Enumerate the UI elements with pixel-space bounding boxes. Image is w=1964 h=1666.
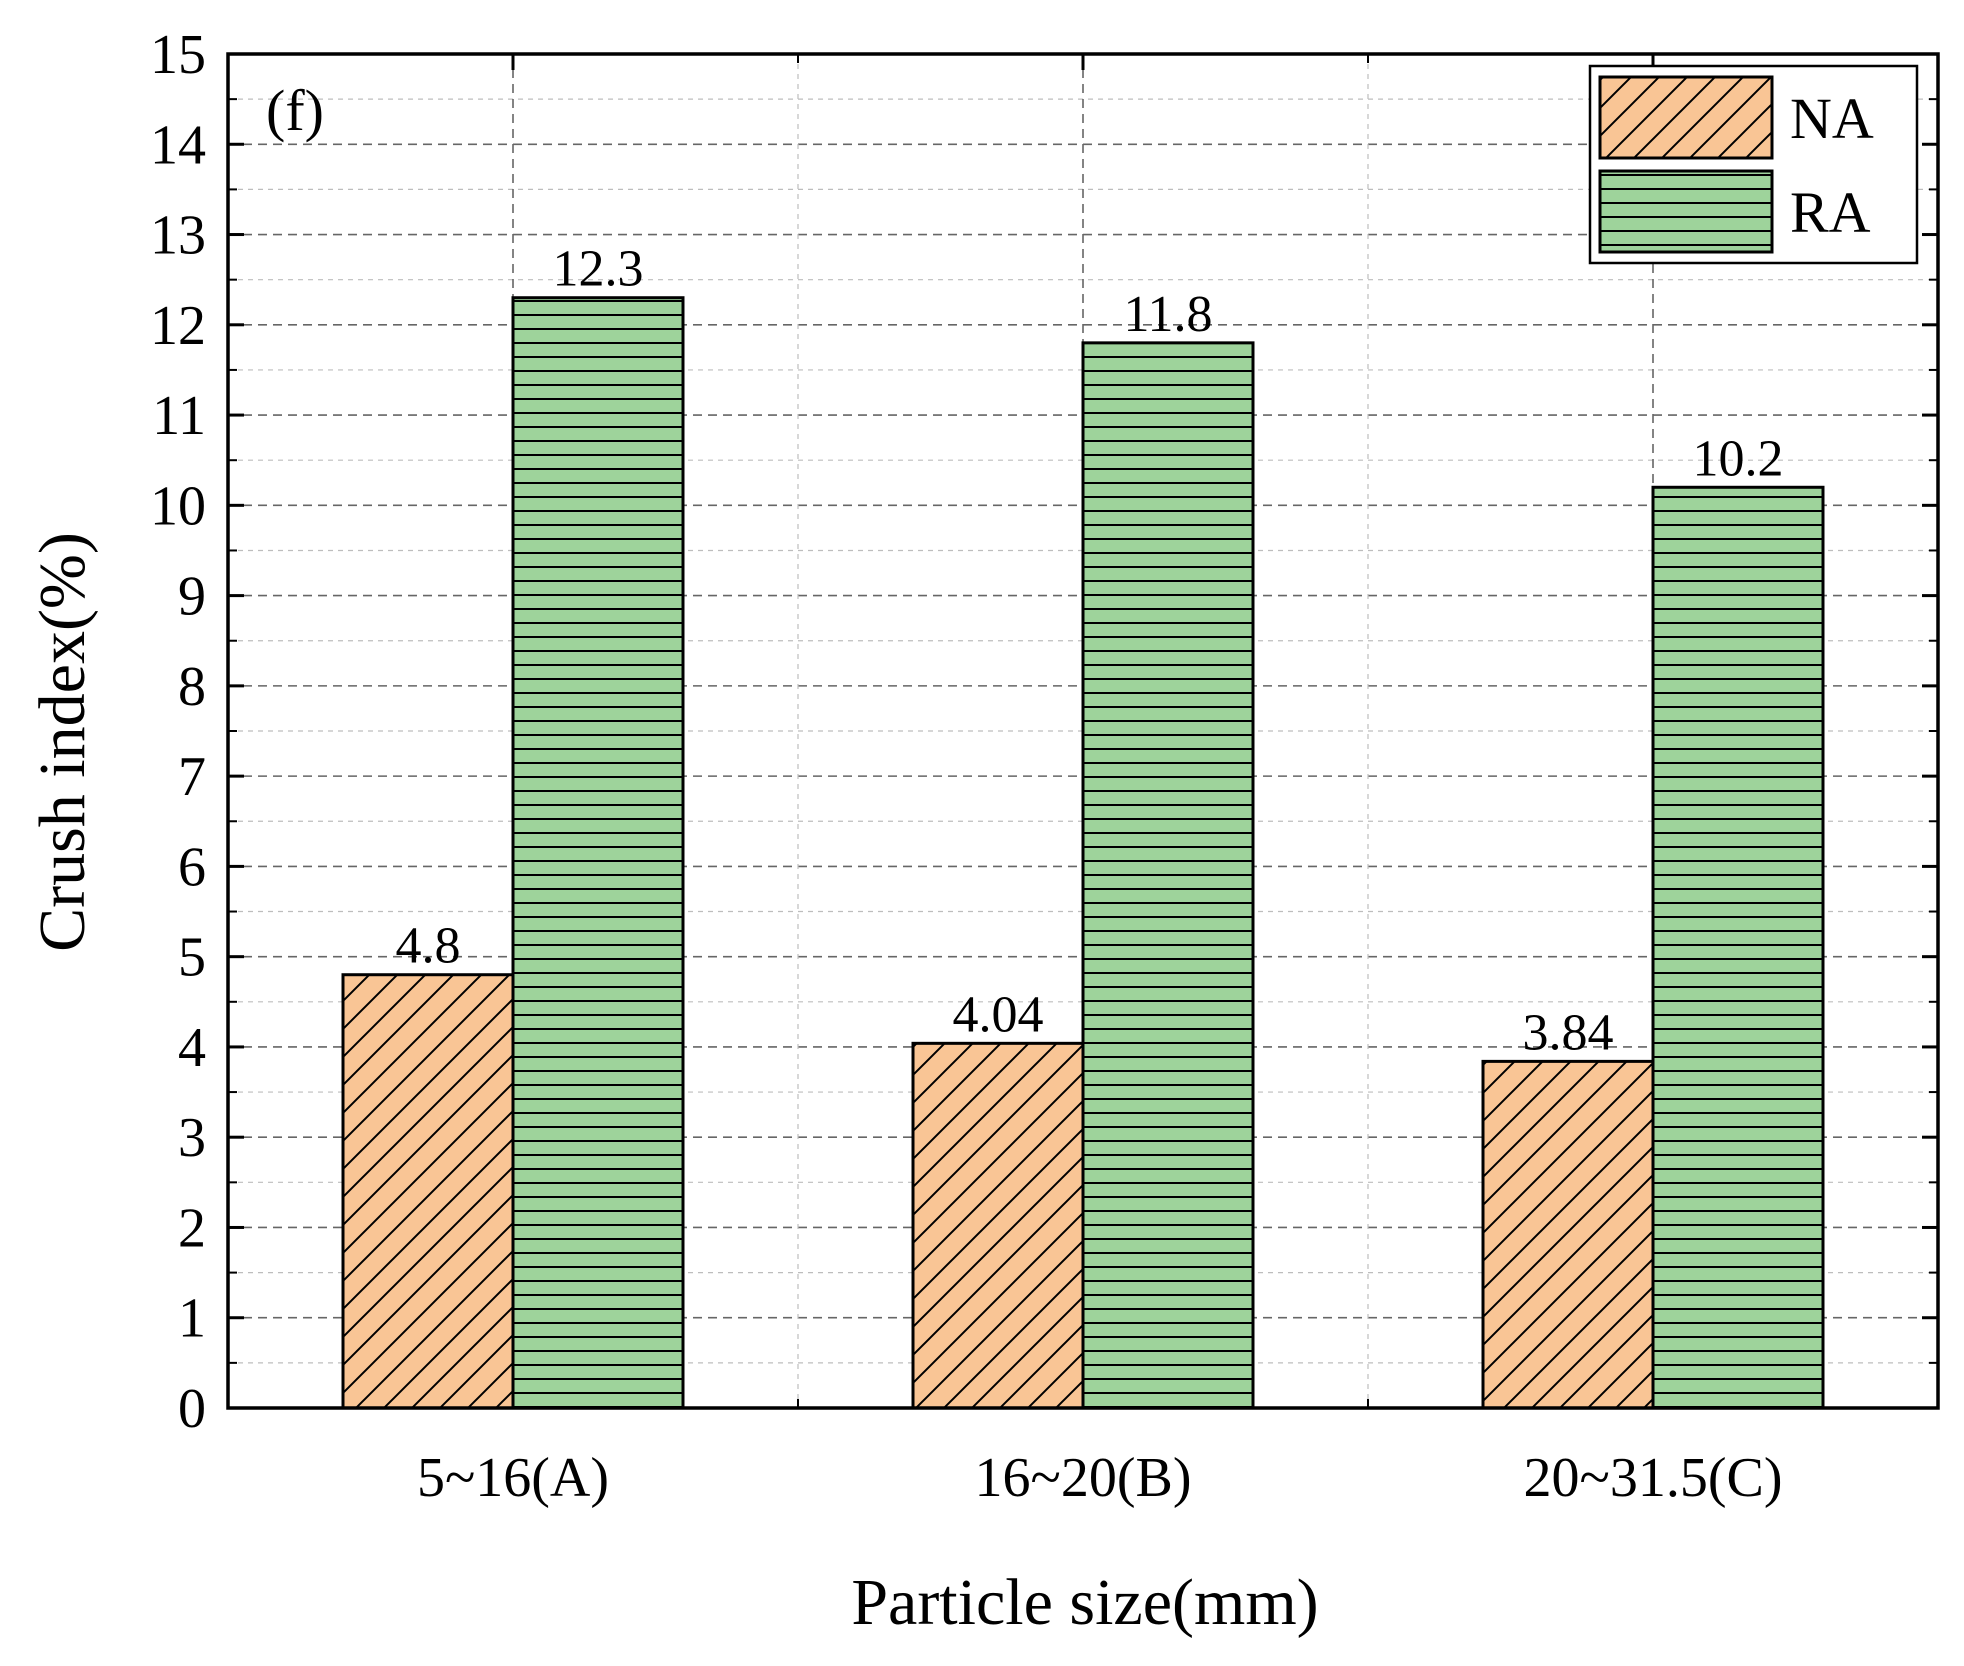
data-label-ra-2: 11.8 (1123, 286, 1212, 343)
data-label-na-1: 4.8 (396, 918, 461, 975)
y-tick-label: 8 (178, 656, 206, 718)
bar-ra-3 (1651, 485, 1825, 1410)
legend-swatch-ra (1598, 169, 1774, 254)
x-ticks: 5~16(A) 16~20(B) 20~31.5(C) (417, 54, 1783, 1509)
data-label-na-3: 3.84 (1523, 1004, 1614, 1061)
x-category-label: 5~16(A) (417, 1447, 609, 1509)
bar-na-2 (911, 1041, 1085, 1410)
y-tick-label: 11 (152, 385, 206, 447)
legend-label-ra: RA (1790, 180, 1871, 245)
legend-label-na: NA (1790, 86, 1874, 151)
y-tick-label: 15 (150, 24, 206, 86)
y-tick-label: 3 (178, 1107, 206, 1169)
y-tick-label: 10 (150, 475, 206, 537)
y-tick-label: 5 (178, 927, 206, 989)
y-tick-label: 13 (150, 205, 206, 267)
bar-ra-1 (511, 296, 685, 1410)
data-label-ra-3: 10.2 (1693, 430, 1784, 487)
y-tick-label: 2 (178, 1197, 206, 1259)
data-labels: 4.8 12.3 4.04 11.8 3.84 10.2 (396, 241, 1784, 1062)
x-axis-title: Particle size(mm) (851, 1566, 1318, 1639)
y-tick-label: 9 (178, 566, 206, 628)
y-tick-label: 0 (178, 1378, 206, 1440)
bar-na-1 (341, 973, 515, 1410)
panel-label: (f) (266, 78, 324, 143)
y-tick-label: 12 (150, 295, 206, 357)
y-tick-label: 1 (178, 1288, 206, 1350)
bar-ra-2 (1081, 341, 1255, 1410)
data-label-na-2: 4.04 (953, 986, 1044, 1043)
y-axis-title: Crush index(%) (26, 532, 99, 952)
y-tick-label: 7 (178, 746, 206, 808)
y-tick-label: 14 (150, 114, 206, 176)
bars (341, 296, 1825, 1410)
y-tick-label: 4 (178, 1017, 206, 1079)
bar-na-3 (1481, 1059, 1655, 1410)
data-label-ra-1: 12.3 (553, 241, 644, 298)
y-tick-label: 6 (178, 836, 206, 898)
legend: NA RA (1588, 64, 1919, 265)
x-category-label: 20~31.5(C) (1524, 1447, 1783, 1509)
x-category-label: 16~20(B) (975, 1447, 1192, 1509)
legend-swatch-na (1598, 75, 1774, 160)
